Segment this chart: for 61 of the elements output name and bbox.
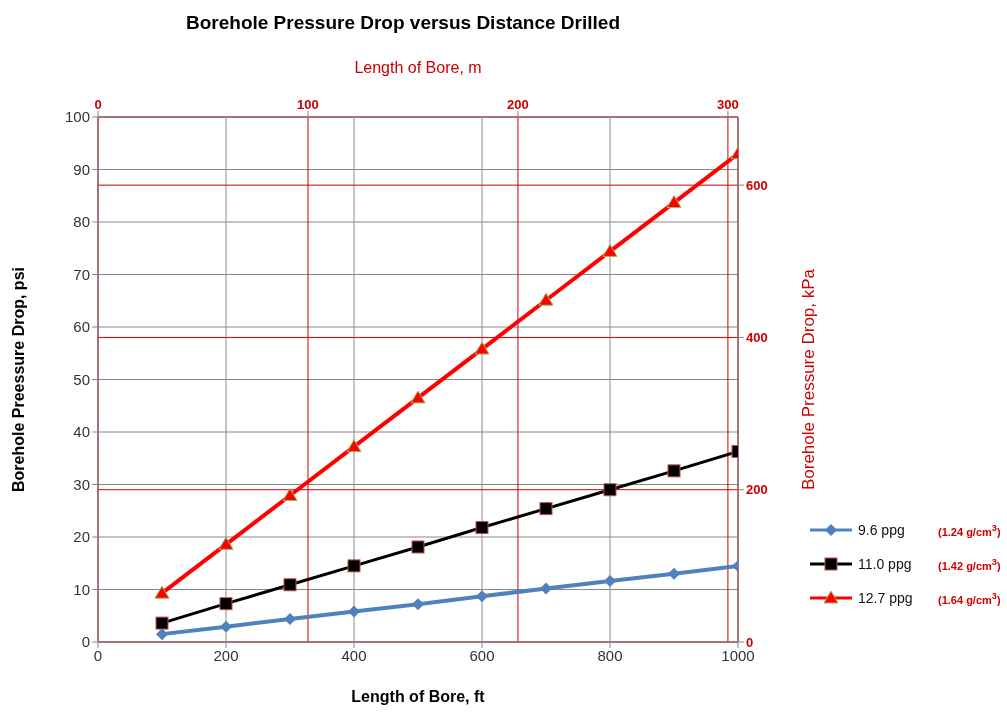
point: [538, 292, 554, 306]
text: (1.42 g/cm$^{3}$): [938, 556, 1001, 572]
point: [220, 620, 232, 633]
x2-axis-title: Length of Bore, m: [354, 59, 482, 77]
x2-tick-label: 200: [507, 97, 529, 112]
point: [540, 582, 552, 595]
chart-title: Borehole Pressure Drop versus Distance Drilled: [185, 11, 621, 35]
x-tick-label: 400: [341, 646, 367, 664]
point: [219, 597, 233, 611]
x2-tick-label: 100: [297, 97, 319, 112]
x-tick-label: 0: [93, 646, 103, 664]
point: [348, 605, 360, 618]
point: [284, 612, 296, 625]
y2-tick-label: 600: [746, 177, 768, 193]
point: [474, 341, 490, 355]
point: [602, 243, 618, 257]
y-tick-label: 80: [73, 213, 90, 231]
point: [282, 488, 298, 502]
point: [218, 536, 234, 550]
y-tick-label: 40: [73, 423, 90, 441]
point: [539, 502, 553, 516]
point: [475, 521, 489, 535]
point: [666, 195, 682, 209]
y2-tick-label: 200: [746, 482, 768, 498]
point: [412, 598, 424, 611]
point: [410, 390, 426, 404]
y-tick-label: 70: [73, 265, 90, 283]
point: [667, 464, 681, 478]
point: [411, 540, 425, 554]
point: [154, 585, 170, 599]
y-axis-title: Borehole Preessure Drop, psi: [9, 267, 27, 492]
y-tick-label: 100: [64, 108, 90, 126]
point: [155, 616, 169, 630]
legend-label: 9.6 ppg: [858, 522, 906, 538]
x2-tick-label: 300: [717, 97, 739, 112]
point: [347, 559, 361, 573]
y-tick-label: 30: [73, 475, 90, 493]
y-tick-label: 90: [73, 160, 90, 178]
legend-label: 12.7 ppg: [858, 590, 914, 606]
y-tick-label: 60: [73, 318, 90, 336]
point: [668, 567, 680, 580]
point: [283, 578, 297, 592]
x2-tick-label: 0: [94, 97, 102, 112]
point: [604, 575, 616, 588]
text: (1.24 g/cm$^{3}$): [938, 522, 1001, 538]
x-tick-label: 800: [597, 646, 623, 664]
y-tick-label: 10: [73, 580, 90, 598]
y-tick-label: 50: [73, 370, 90, 388]
legend-label: 11.0 ppg: [858, 556, 913, 572]
y-tick-label: 20: [73, 528, 90, 546]
y2-tick-label: 400: [746, 330, 768, 346]
point: [346, 439, 362, 453]
x-tick-label: 200: [213, 646, 239, 664]
point: [156, 628, 168, 641]
x-axis-title: Length of Bore, ft: [351, 688, 486, 705]
point: [476, 590, 488, 603]
text: (1.64 g/cm$^{3}$): [938, 590, 1001, 606]
y2-axis-title: Borehole Pressure Drop, kPa: [799, 268, 819, 491]
point: [603, 483, 617, 497]
x-tick-label: 600: [469, 646, 495, 664]
y-tick-label: 0: [81, 633, 90, 651]
